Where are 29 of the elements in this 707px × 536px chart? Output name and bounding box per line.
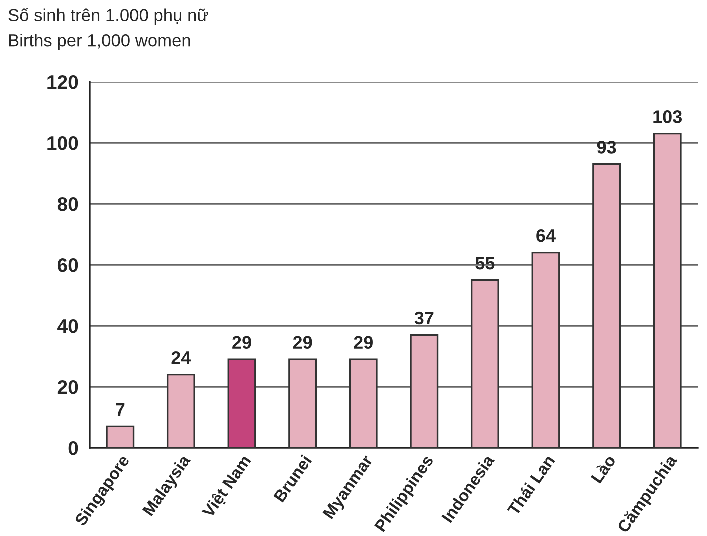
data-label: 93: [597, 141, 616, 154]
y-tick-label: 0: [68, 441, 78, 456]
bar: [592, 164, 622, 448]
bar: [166, 374, 196, 448]
bar: [653, 133, 682, 448]
data-label: 29: [232, 336, 252, 350]
y-tick-label: 60: [58, 258, 78, 272]
y-tick-label: 100: [48, 136, 78, 150]
chart-title: Số sinh trên 1.000 phụ nữ: [8, 8, 208, 25]
y-tick-label: 80: [58, 197, 78, 212]
bar: [410, 334, 439, 448]
y-tick-label: 20: [58, 380, 78, 394]
x-tick-label: Lào: [590, 454, 616, 484]
bar: [349, 358, 378, 448]
data-label: 103: [654, 110, 682, 124]
data-label: 29: [354, 336, 373, 350]
data-label: 24: [172, 352, 192, 364]
bar: [532, 252, 560, 448]
y-tick-label: 120: [48, 75, 78, 90]
data-label: 37: [414, 312, 434, 325]
y-tick-label: 40: [58, 319, 78, 334]
bar: [106, 426, 135, 448]
bar: [288, 358, 318, 448]
data-label: 64: [536, 230, 556, 242]
bar: [228, 358, 256, 448]
data-label: 7: [116, 404, 125, 416]
data-label: 29: [293, 336, 312, 350]
bar: [470, 279, 500, 448]
chart-subtitle: Births per 1,000 women: [9, 34, 190, 50]
